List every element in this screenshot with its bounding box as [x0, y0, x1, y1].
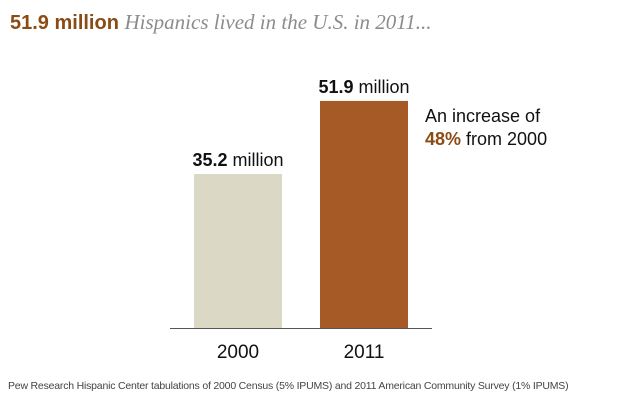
source-note: Pew Research Hispanic Center tabulations…	[8, 380, 569, 392]
tick-label-2000: 2000	[217, 342, 259, 363]
value-label-2000: 35.2 million	[192, 150, 283, 170]
headline-text: Hispanics lived in the U.S. in 2011...	[124, 10, 432, 34]
annotation-line-1: An increase of	[425, 106, 541, 126]
tick-label-2011: 2011	[344, 342, 385, 363]
bar-2011	[320, 100, 408, 328]
value-label-2011: 51.9 million	[318, 77, 409, 97]
chart-headline: 51.9 million Hispanics lived in the U.S.…	[10, 10, 610, 35]
bar-2000	[194, 174, 282, 328]
annotation-line-2: 48% from 2000	[425, 129, 547, 149]
headline-highlight: 51.9 million	[10, 12, 119, 34]
